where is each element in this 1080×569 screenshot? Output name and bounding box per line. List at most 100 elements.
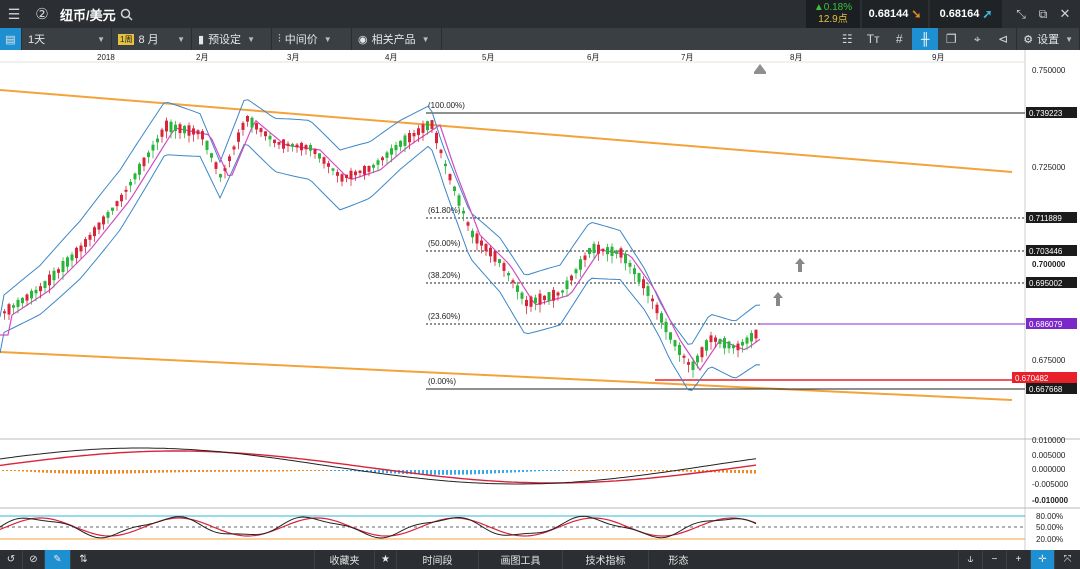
crosshair-mode-icon[interactable]: ✛	[1030, 550, 1054, 569]
macd-histogram-bar	[242, 470, 244, 472]
candlestick	[340, 173, 344, 187]
price-type-icon: ⫶	[278, 32, 281, 45]
period-select[interactable]: 1周 8 月 ▼	[112, 28, 192, 50]
candlestick	[106, 210, 110, 224]
candlestick	[228, 154, 231, 168]
candlestick	[453, 185, 456, 196]
stochastic-axis: 80.00% 50.00% 20.00%	[1036, 512, 1063, 544]
stoch-tick: 80.00%	[1036, 512, 1063, 521]
macd-histogram-bar	[514, 470, 516, 473]
layers-icon[interactable]: ❐	[945, 32, 957, 46]
macd-histogram-bar	[98, 470, 100, 474]
macd-histogram-bar	[678, 470, 680, 472]
sell-price: 0.68144	[868, 8, 909, 20]
fib-label: (38.20%)	[428, 271, 461, 280]
macd-histogram-bar	[698, 470, 700, 472]
swap-icon[interactable]: ⇅	[70, 550, 96, 569]
up-arrow-icon[interactable]	[795, 258, 805, 272]
macd-histogram-bar	[470, 470, 472, 475]
search-icon[interactable]	[116, 0, 138, 28]
shapes-button[interactable]: 形态	[648, 550, 708, 569]
candlestick	[327, 160, 330, 174]
menu-icon[interactable]: ☰	[7, 5, 21, 22]
indicators-button[interactable]: 技术指标	[562, 550, 648, 569]
candlestick	[525, 295, 528, 315]
candlestick	[754, 329, 758, 343]
candlestick	[147, 150, 150, 164]
candlestick	[448, 173, 452, 185]
close-icon[interactable]: ✕	[1059, 6, 1071, 21]
price-type-select[interactable]: ⫶ 中间价 ▼	[272, 28, 352, 50]
target-icon[interactable]: ⌖	[973, 31, 981, 46]
settings-button[interactable]: ⚙ 设置 ▼	[1016, 28, 1080, 50]
macd-histogram-bar	[206, 470, 208, 472]
time-marker-icon[interactable]	[754, 64, 766, 74]
candlestick	[30, 288, 33, 305]
candlestick	[502, 261, 506, 277]
macd-histogram-bar	[434, 470, 436, 475]
popout-icon[interactable]: ⧉	[1038, 6, 1048, 21]
expand-icon[interactable]: ⤧	[1054, 550, 1080, 569]
block-icon[interactable]: ⊘	[22, 550, 44, 569]
preset-select[interactable]: ▮ 预设定 ▼	[192, 28, 272, 50]
candlestick	[160, 127, 164, 143]
channel-upper-line[interactable]	[0, 89, 1013, 173]
price-tag-text: 0.703446	[1029, 247, 1063, 256]
candlestick	[111, 207, 114, 215]
undo-icon[interactable]: ↺	[6, 554, 16, 565]
fibonacci-retracement[interactable]: (100.00%) (61.80%) (50.00%) (38.20%) (23…	[426, 101, 1025, 390]
candlestick	[79, 242, 83, 259]
channel-lower-line[interactable]	[0, 351, 1013, 401]
macd-histogram-bar	[426, 470, 428, 475]
macd-histogram-bar	[310, 470, 312, 471]
instrument-title: 纽币/美元	[60, 7, 116, 23]
up-arrow-icon[interactable]	[773, 292, 783, 306]
drawing-tools-button[interactable]: 画图工具	[478, 550, 562, 569]
candlestick	[462, 207, 465, 222]
candlestick	[237, 129, 240, 150]
grid-icon[interactable]: #	[895, 32, 903, 46]
flag-icon[interactable]: ⊲	[998, 32, 1009, 46]
price-chart[interactable]: 2018 2月 3月 4月 5月 6月 7月 8月 9月 (100.00%) (…	[0, 50, 1080, 550]
candlestick	[43, 280, 47, 293]
collapse-icon[interactable]: ⤡	[1016, 6, 1026, 21]
candlesticks	[3, 115, 758, 378]
timeframe-button[interactable]: 时间段	[396, 550, 478, 569]
candlestick	[156, 134, 159, 150]
macd-histogram-bar	[374, 470, 376, 473]
drawing-label: 画图工具	[500, 556, 541, 567]
stoch-tick: 20.00%	[1036, 535, 1063, 544]
crosshair-icon[interactable]: ╫	[912, 28, 939, 50]
candlestick	[403, 133, 407, 152]
macd-histogram-bar	[142, 470, 144, 474]
macd-histogram-bar	[558, 470, 560, 471]
buy-price-button[interactable]: 0.68164 ➚	[930, 0, 1002, 28]
fit-icon[interactable]: ⫝	[958, 550, 982, 569]
macd-histogram-bar	[190, 470, 192, 473]
zoom-in-icon[interactable]: +	[1006, 550, 1030, 569]
macd-histogram-bar	[566, 470, 568, 471]
notes-icon[interactable]: ☷	[841, 32, 853, 46]
candlestick	[372, 163, 375, 174]
sell-price-button[interactable]: 0.68144 ➘	[862, 0, 928, 28]
macd-histogram-bar	[490, 470, 492, 474]
candlestick	[588, 248, 591, 258]
zoom-out-icon[interactable]: −	[982, 550, 1006, 569]
chart-list-button[interactable]: ▤	[0, 28, 22, 50]
star-icon[interactable]: ★	[374, 550, 396, 569]
macd-histogram-bar	[350, 470, 352, 472]
candlestick	[25, 293, 29, 306]
macd-histogram-bar	[666, 470, 668, 472]
favorites-button[interactable]: 收藏夹	[314, 550, 374, 569]
text-size-icon[interactable]: Tт	[866, 32, 880, 46]
workspace-badge[interactable]: ②	[35, 6, 49, 23]
pencil-icon[interactable]: ✎	[44, 550, 70, 569]
macd-histogram-bar	[70, 470, 72, 474]
macd-histogram-bar	[694, 470, 696, 472]
candlestick	[241, 121, 245, 136]
candlestick	[736, 340, 740, 358]
macd-histogram-bar	[298, 470, 300, 472]
related-products-select[interactable]: ◉ 相关产品 ▼	[352, 28, 442, 50]
chevron-down-icon: ▼	[247, 34, 255, 44]
timeframe-select[interactable]: 1天 ▼	[22, 28, 112, 50]
